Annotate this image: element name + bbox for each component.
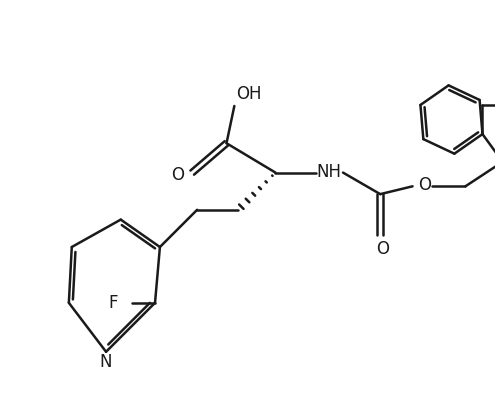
Text: O: O [418, 176, 431, 194]
Text: OH: OH [236, 85, 262, 103]
Text: O: O [172, 166, 184, 184]
Text: N: N [100, 353, 112, 371]
Text: F: F [108, 294, 118, 312]
Text: O: O [376, 240, 388, 258]
Text: NH: NH [317, 163, 342, 180]
